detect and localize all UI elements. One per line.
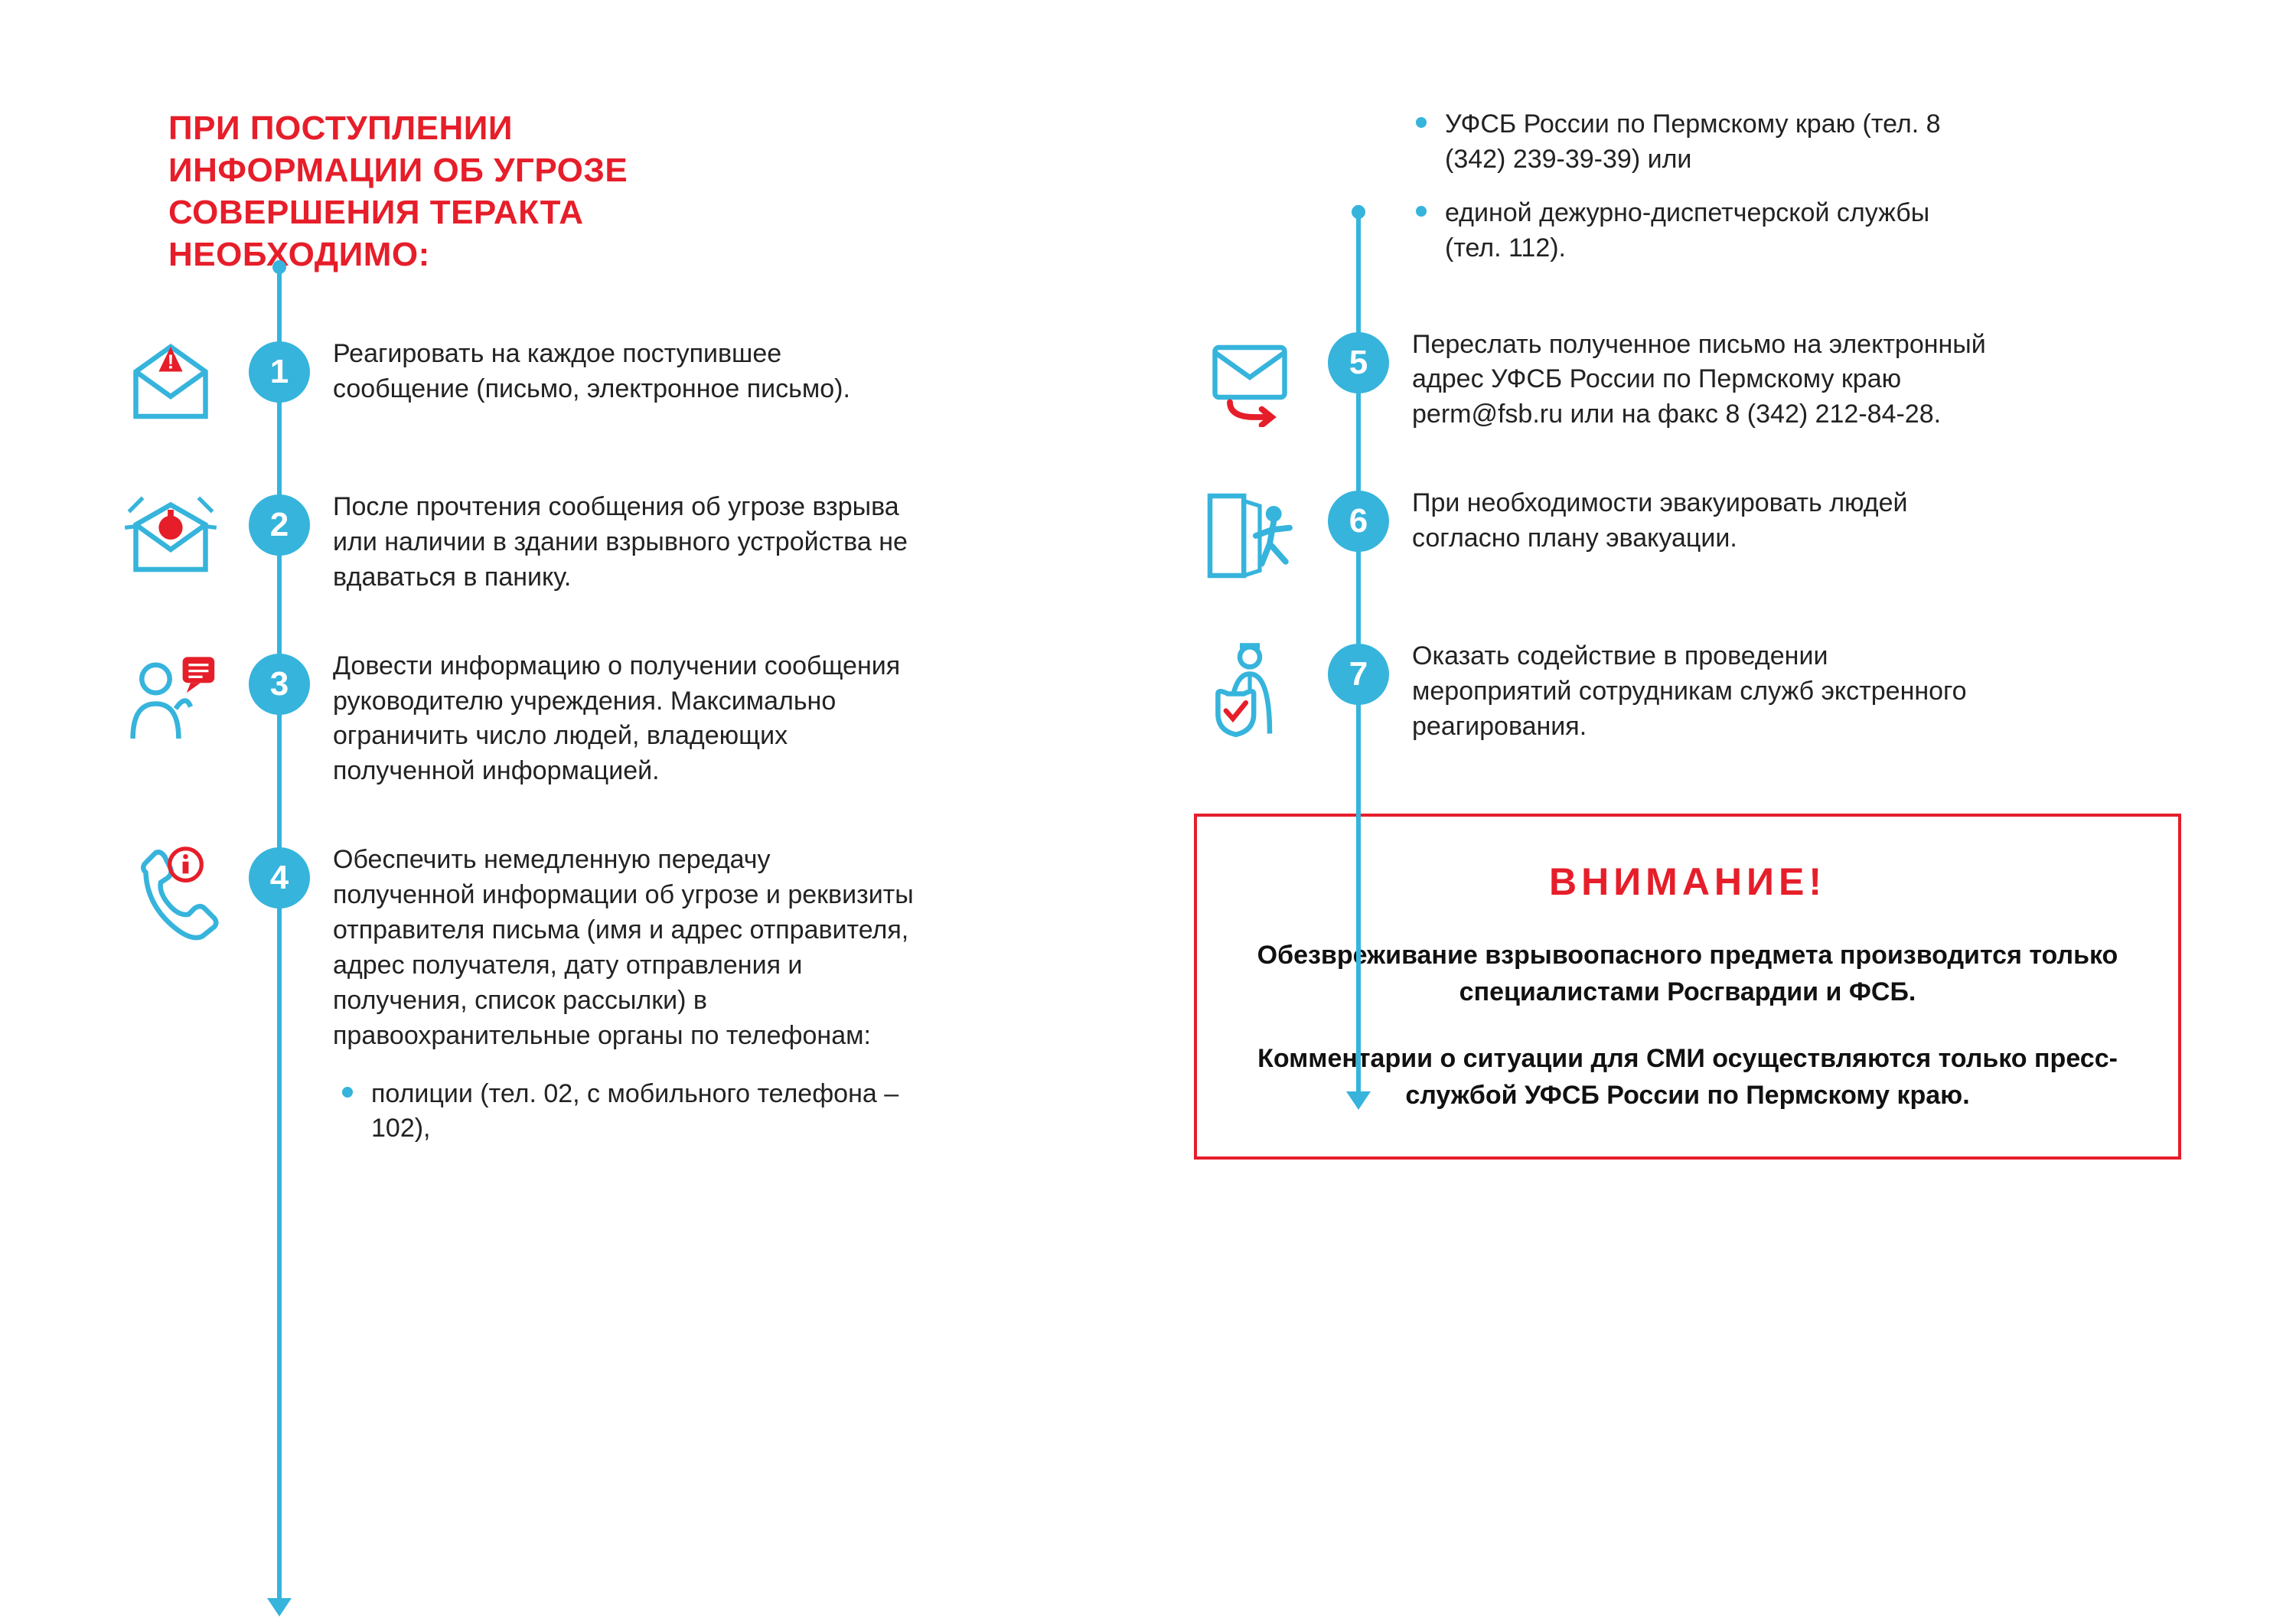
bullet-icon: [1416, 117, 1427, 128]
step-number: 3: [249, 654, 310, 715]
step-text: Переслать полученное письмо на электронн…: [1412, 328, 1994, 433]
officer-shield-icon: [1194, 639, 1305, 739]
attention-paragraph: Комментарии о ситуации для СМИ осуществл…: [1235, 1041, 2140, 1114]
bullet-icon: [342, 1087, 353, 1098]
sub-item: УФСБ России по Пермскому краю (тел. 8 (3…: [1416, 107, 2181, 178]
step-4: 4 Обеспечить немедленную передачу получе…: [115, 843, 1102, 1147]
sub-item: полиции (тел. 02, с мобильного телефона …: [342, 1077, 915, 1147]
step-text: Реагировать на каждое поступившее сообще…: [333, 337, 915, 407]
step-number: 5: [1328, 332, 1389, 393]
step-2: 2 После прочтения сообщения об угрозе вз…: [115, 490, 1102, 595]
step-number: 6: [1328, 491, 1389, 552]
sub-text: полиции (тел. 02, с мобильного телефона …: [371, 1077, 915, 1147]
right-column: УФСБ России по Пермскому краю (тел. 8 (3…: [1194, 107, 2181, 1541]
right-top-sublist: УФСБ России по Пермскому краю (тел. 8 (3…: [1194, 107, 2181, 266]
step-text: При необходимости эвакуировать людей сог…: [1412, 486, 1994, 556]
bullet-icon: [1416, 206, 1427, 217]
step-text: Довести информацию о получении сообщения…: [333, 649, 915, 790]
step-1: ! 1 Реагировать на каждое поступившее со…: [115, 337, 1102, 436]
step-number: 2: [249, 494, 310, 556]
step-6: 6 При необходимости эвакуировать людей с…: [1194, 486, 2181, 586]
sub-text: единой дежурно-диспетчерской службы (тел…: [1445, 196, 1981, 266]
step-5: 5 Переслать полученное письмо на электро…: [1194, 328, 2181, 433]
left-column: ПРИ ПОСТУПЛЕНИИ ИНФОРМАЦИИ ОБ УГРОЗЕ СОВ…: [115, 107, 1102, 1541]
sub-item: единой дежурно-диспетчерской службы (тел…: [1416, 196, 2181, 266]
step-7: 7 Оказать содействие в проведении меропр…: [1194, 639, 2181, 745]
attention-paragraph: Обезвреживание взрывоопасного предмета п…: [1235, 938, 2140, 1010]
step-number: 4: [249, 847, 310, 908]
envelope-warning-icon: !: [115, 337, 226, 436]
left-steps: ! 1 Реагировать на каждое поступившее со…: [115, 337, 1102, 1147]
step-number: 1: [249, 341, 310, 403]
step-3: 3 Довести информацию о получении сообщен…: [115, 649, 1102, 790]
sub-text: УФСБ России по Пермскому краю (тел. 8 (3…: [1445, 107, 1981, 178]
phone-info-icon: [115, 843, 226, 942]
step-4-sublist: полиции (тел. 02, с мобильного телефона …: [333, 1077, 915, 1147]
svg-text:!: !: [167, 351, 174, 374]
step-text-main: Обеспечить немедленную передачу полученн…: [333, 845, 914, 1049]
step-text: После прочтения сообщения об угрозе взры…: [333, 490, 915, 595]
right-steps: 5 Переслать полученное письмо на электро…: [1194, 328, 2181, 745]
main-title: ПРИ ПОСТУПЛЕНИИ ИНФОРМАЦИИ ОБ УГРОЗЕ СОВ…: [115, 107, 727, 276]
attention-box: ВНИМАНИЕ! Обезвреживание взрывоопасного …: [1194, 814, 2181, 1160]
step-text: Оказать содействие в проведении мероприя…: [1412, 639, 1994, 745]
step-number: 7: [1328, 644, 1389, 705]
person-speech-icon: [115, 649, 226, 749]
envelope-forward-icon: [1194, 328, 1305, 427]
exit-running-icon: [1194, 486, 1305, 586]
attention-title: ВНИМАНИЕ!: [1235, 860, 2140, 904]
envelope-bomb-icon: [115, 490, 226, 589]
step-text: Обеспечить немедленную передачу полученн…: [333, 843, 915, 1147]
